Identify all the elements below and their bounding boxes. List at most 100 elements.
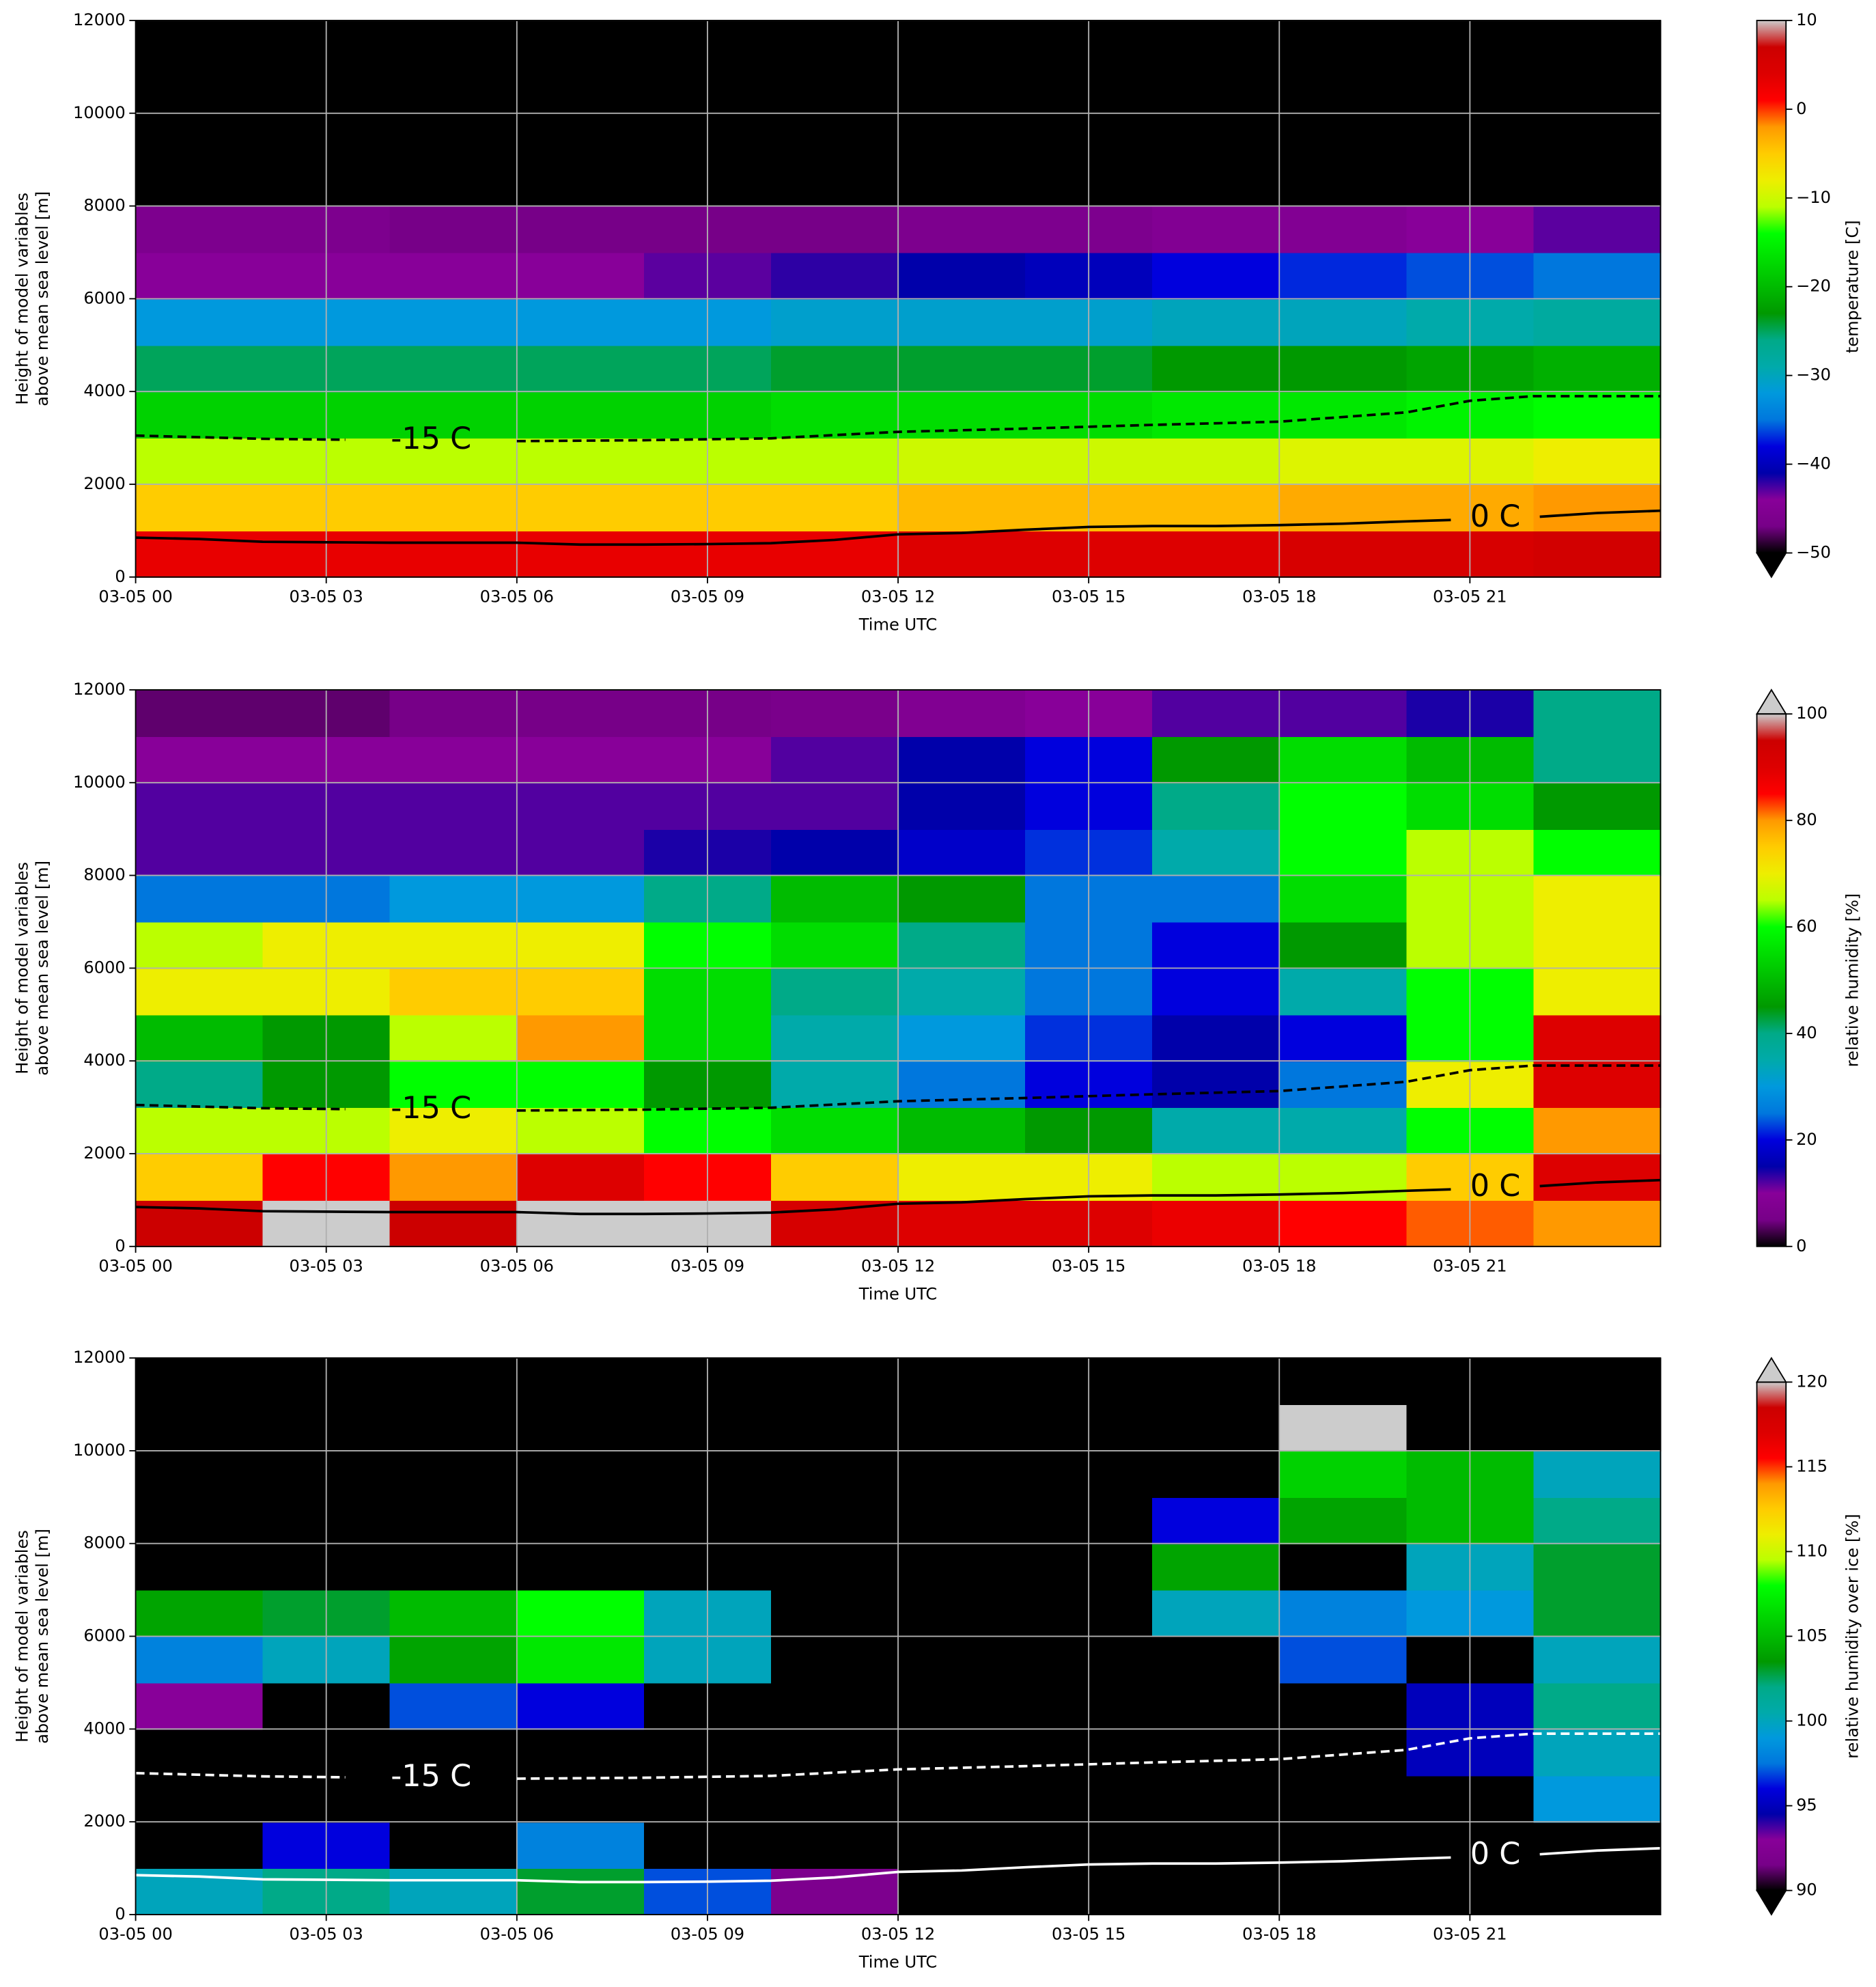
heatmap-cell <box>770 113 899 161</box>
y-axis-label: Height of model variables <box>12 1530 31 1742</box>
heatmap-cell <box>135 1061 264 1109</box>
y-tick-label: 8000 <box>83 865 125 885</box>
heatmap-cell <box>389 113 518 161</box>
heatmap-cell <box>389 782 518 830</box>
colorbar-tick-label: 95 <box>1796 1796 1817 1815</box>
contour-label: 0 C <box>1470 1168 1521 1204</box>
colorbar-tick-label: 120 <box>1796 1372 1828 1391</box>
heatmap-cell <box>898 1153 1026 1201</box>
heatmap-cell <box>898 1589 1026 1637</box>
heatmap-cell <box>1279 159 1408 207</box>
heatmap-cell <box>1533 345 1662 393</box>
heatmap-cell <box>770 968 899 1016</box>
heatmap-cell <box>516 689 645 737</box>
heatmap-cell <box>516 1589 645 1637</box>
heatmap-cell <box>770 875 899 923</box>
heatmap-cell <box>1279 1636 1408 1684</box>
y-tick-label: 12000 <box>73 680 126 699</box>
heatmap-cell <box>1279 438 1408 486</box>
heatmap-cell <box>898 1014 1026 1062</box>
heatmap-cell <box>1533 1497 1662 1544</box>
colorbar-extend-max <box>1755 689 1787 715</box>
heatmap-cell <box>898 1543 1026 1591</box>
heatmap-cell <box>135 1404 264 1452</box>
heatmap-cell <box>1152 1497 1280 1544</box>
heatmap-cell <box>1152 206 1280 253</box>
heatmap-cell <box>770 530 899 578</box>
x-tick-label: 03-05 03 <box>290 1925 363 1944</box>
heatmap-cell <box>1152 1358 1280 1406</box>
heatmap-cell <box>516 20 645 68</box>
heatmap-cell <box>770 391 899 439</box>
heatmap-cell <box>1279 1543 1408 1591</box>
heatmap-cell <box>135 159 264 207</box>
heatmap-cell <box>1152 1061 1280 1109</box>
heatmap-cell <box>1533 20 1662 68</box>
y-axis-label: above mean sea level [m] <box>33 861 52 1076</box>
heatmap-cell <box>135 206 264 253</box>
heatmap-cell <box>135 1729 264 1777</box>
heatmap-cell <box>1533 113 1662 161</box>
heatmap-cell <box>1533 1775 1662 1823</box>
heatmap-cell <box>1152 1589 1280 1637</box>
x-tick-label: 03-05 12 <box>861 587 935 606</box>
heatmap-cell <box>1152 1729 1280 1777</box>
x-tick-label: 03-05 03 <box>290 587 363 606</box>
heatmap-cell <box>770 689 899 737</box>
heatmap-cell <box>1533 1404 1662 1452</box>
y-axis-label: Height of model variables <box>12 193 31 405</box>
heatmap-cell <box>1152 689 1280 737</box>
heatmap-cell <box>135 1497 264 1544</box>
heatmap-cell <box>135 298 264 346</box>
heatmap-cell <box>898 530 1026 578</box>
heatmap-cell <box>135 1822 264 1870</box>
colorbar-tick-label: −50 <box>1796 543 1831 562</box>
heatmap-cell <box>1279 1014 1408 1062</box>
heatmap-cell <box>135 20 264 68</box>
heatmap-cell <box>1279 345 1408 393</box>
heatmap-cell <box>516 1358 645 1406</box>
heatmap-cell <box>1279 1775 1408 1823</box>
heatmap-cell <box>389 1014 518 1062</box>
heatmap-cell <box>389 1404 518 1452</box>
colorbar <box>1756 1382 1787 1891</box>
heatmap-cell <box>770 1107 899 1155</box>
heatmap-cell <box>1533 206 1662 253</box>
heatmap-cell <box>898 159 1026 207</box>
colorbar-extend-min <box>1755 1889 1787 1916</box>
heatmap-cell <box>1533 1868 1662 1916</box>
heatmap-cell <box>516 1729 645 1777</box>
heatmap-cell <box>770 1729 899 1777</box>
heatmap-cell <box>1533 1358 1662 1406</box>
x-tick-label: 03-05 18 <box>1242 1925 1316 1944</box>
heatmap-cell <box>389 689 518 737</box>
y-tick-label: 0 <box>115 1904 125 1923</box>
heatmap-cell <box>516 345 645 393</box>
heatmap-cell <box>516 968 645 1016</box>
heatmap-cell <box>770 1404 899 1452</box>
x-tick-label: 03-05 18 <box>1242 1256 1316 1275</box>
heatmap-cell <box>1152 1822 1280 1870</box>
x-tick-label: 03-05 03 <box>290 1256 363 1275</box>
y-tick-label: 8000 <box>83 1533 125 1553</box>
heatmap-cell <box>898 1404 1026 1452</box>
heatmap-cell <box>389 1061 518 1109</box>
heatmap-cell <box>135 1636 264 1684</box>
heatmap-cell <box>516 159 645 207</box>
colorbar-tick-label: −30 <box>1796 365 1831 385</box>
heatmap-cell <box>1533 252 1662 300</box>
heatmap-cell <box>389 921 518 969</box>
contour-line <box>135 395 1661 443</box>
heatmap-cell <box>516 1497 645 1544</box>
heatmap-cell <box>389 1450 518 1498</box>
heatmap-cell <box>1152 1450 1280 1498</box>
heatmap-cell <box>135 1358 264 1406</box>
heatmap-cell <box>770 1014 899 1062</box>
heatmap-cell <box>389 20 518 68</box>
heatmap-cell <box>135 736 264 783</box>
heatmap-cell <box>135 875 264 923</box>
heatmap-cell <box>389 829 518 876</box>
contour-label: -15 C <box>391 421 471 456</box>
heatmap-cell <box>389 1107 518 1155</box>
heatmap-cell <box>135 1014 264 1062</box>
